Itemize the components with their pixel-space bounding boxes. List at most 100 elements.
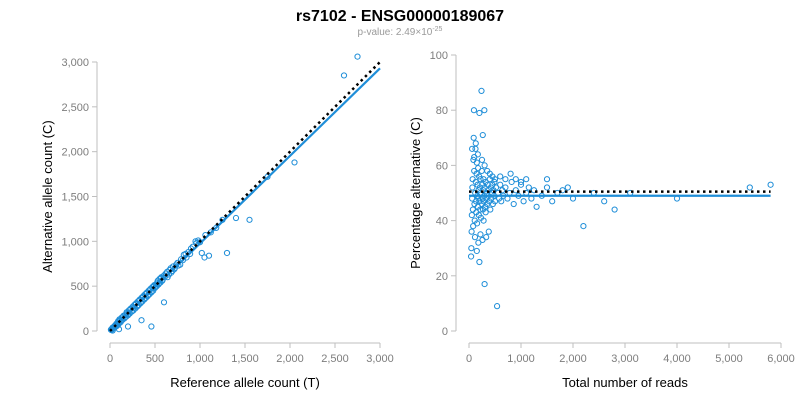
right-data-point bbox=[477, 206, 484, 213]
left-data-point bbox=[223, 249, 231, 257]
right-data-point bbox=[601, 198, 608, 205]
right-data-point bbox=[475, 165, 482, 172]
left-y-tick-label: 1,000 bbox=[61, 236, 89, 248]
left-x-tick-label: 500 bbox=[146, 353, 164, 365]
right-data-point bbox=[525, 184, 532, 191]
right-data-point bbox=[475, 239, 482, 246]
right-data-point bbox=[481, 280, 488, 288]
left-x-tick-label: 3,000 bbox=[366, 353, 394, 365]
right-data-point bbox=[468, 245, 475, 252]
right-data-point bbox=[480, 217, 487, 224]
right-data-point bbox=[470, 134, 477, 141]
right-data-point bbox=[507, 170, 514, 177]
left-data-point bbox=[112, 321, 119, 328]
right-data-point bbox=[481, 107, 488, 114]
right-data-point bbox=[469, 145, 476, 152]
right-data-point bbox=[559, 187, 566, 194]
right-data-point bbox=[520, 198, 527, 205]
left-x-tick-label: 2,500 bbox=[321, 353, 349, 365]
p-value-exponent: -25 bbox=[432, 26, 442, 33]
right-data-point bbox=[512, 176, 519, 183]
right-data-point bbox=[533, 203, 540, 210]
right-x-tick-label: 1,000 bbox=[507, 353, 535, 365]
right-data-point bbox=[473, 247, 480, 255]
right-y-tick-label: 100 bbox=[430, 50, 448, 62]
right-data-point bbox=[543, 176, 551, 183]
right-data-point bbox=[473, 159, 480, 166]
left-x-tick-label: 1,000 bbox=[186, 353, 214, 365]
p-value-label: p-value: 2.49×10-25 bbox=[358, 26, 443, 38]
right-y-tick-label: 20 bbox=[436, 271, 448, 283]
right-y-tick-label: 80 bbox=[436, 105, 448, 117]
right-data-point bbox=[479, 131, 486, 139]
right-data-point bbox=[497, 181, 504, 188]
left-data-point bbox=[354, 53, 361, 60]
right-data-point bbox=[468, 228, 475, 235]
right-data-point bbox=[478, 87, 485, 94]
right-data-point bbox=[472, 140, 479, 147]
p-value-prefix: p-value: 2.49×10 bbox=[358, 27, 433, 38]
left-data-point bbox=[148, 323, 155, 330]
left-x-tick-label: 2,000 bbox=[276, 353, 304, 365]
left-y-tick-label: 2,500 bbox=[61, 102, 89, 114]
right-data-point bbox=[517, 181, 525, 188]
right-data-point bbox=[580, 223, 587, 230]
left-data-point bbox=[291, 159, 298, 166]
right-data-point bbox=[477, 231, 484, 238]
right-y-tick-label: 0 bbox=[442, 326, 448, 338]
left-data-point bbox=[130, 304, 137, 311]
left-data-point bbox=[232, 214, 240, 222]
left-plot: 0 500 1,000 1,500 2,000 2,500 3,000 0 500 1,000 1,… bbox=[40, 53, 394, 390]
right-data-point bbox=[482, 209, 489, 216]
right-data-point bbox=[502, 176, 509, 183]
right-data-point bbox=[746, 184, 753, 191]
right-plot: 0 1,000 2,000 3,000 4,000 5,000 6,000 0 20 40 60 80… bbox=[408, 50, 795, 390]
right-data-point bbox=[767, 181, 774, 188]
right-data-point bbox=[493, 303, 501, 310]
right-data-point bbox=[474, 151, 481, 158]
left-x-axis-label: Reference allele count (T) bbox=[170, 375, 320, 390]
right-data-point bbox=[483, 234, 490, 241]
right-data-point bbox=[485, 228, 492, 235]
right-data-point bbox=[491, 178, 498, 186]
right-x-tick-label: 3,000 bbox=[611, 353, 639, 365]
right-data-point bbox=[498, 198, 505, 205]
left-y-axis-label: Alternative allele count (C) bbox=[40, 120, 55, 272]
left-data-point bbox=[138, 317, 145, 324]
right-data-point bbox=[543, 184, 551, 191]
right-data-point bbox=[530, 187, 538, 194]
right-data-point bbox=[523, 176, 530, 183]
right-data-point bbox=[470, 107, 478, 114]
right-y-tick-label: 40 bbox=[436, 216, 448, 228]
left-data-point bbox=[340, 72, 348, 79]
right-data-point bbox=[478, 167, 485, 175]
right-data-point bbox=[512, 187, 519, 194]
right-data-point bbox=[491, 198, 499, 205]
left-x-tick-label: 0 bbox=[107, 353, 113, 365]
right-data-point bbox=[510, 200, 517, 208]
left-data-point bbox=[198, 249, 205, 257]
right-x-tick-label: 5,000 bbox=[715, 353, 743, 365]
left-y-tick-label: 500 bbox=[71, 281, 89, 293]
right-data-point bbox=[502, 184, 509, 191]
right-data-point bbox=[491, 176, 499, 183]
right-x-tick-label: 6,000 bbox=[767, 353, 795, 365]
left-fit-line bbox=[109, 67, 381, 332]
right-data-point bbox=[469, 206, 476, 213]
left-x-tick-label: 1,500 bbox=[231, 353, 259, 365]
right-data-point bbox=[611, 206, 618, 213]
right-data-point bbox=[497, 173, 504, 180]
right-data-point bbox=[469, 184, 476, 191]
right-data-point bbox=[476, 258, 483, 266]
right-data-point bbox=[481, 162, 488, 169]
right-y-axis-label: Percentage alternative (C) bbox=[408, 117, 423, 269]
left-y-tick-label: 0 bbox=[83, 326, 89, 338]
left-data-point bbox=[109, 326, 116, 333]
right-data-point bbox=[477, 176, 484, 183]
chart-title: rs7102 - ENSG00000189067 bbox=[296, 8, 504, 25]
right-x-axis-label: Total number of reads bbox=[562, 375, 688, 390]
left-y-tick-label: 1,500 bbox=[61, 192, 89, 204]
right-data-point bbox=[473, 220, 481, 227]
left-data-point bbox=[246, 216, 253, 223]
right-data-point bbox=[508, 178, 515, 186]
